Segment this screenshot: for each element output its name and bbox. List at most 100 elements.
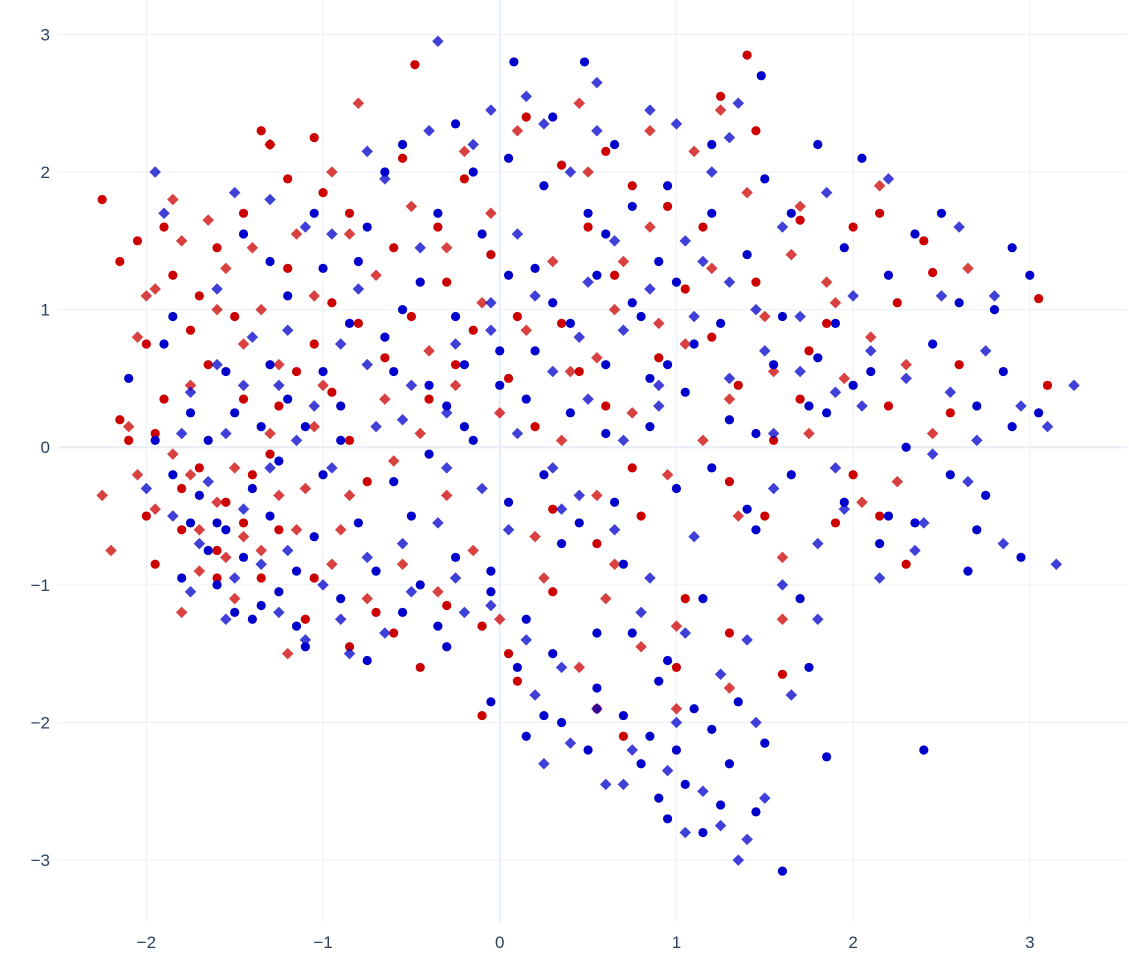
data-point-diamond [387, 455, 400, 467]
data-point-circle [680, 779, 690, 789]
data-point-diamond [423, 345, 435, 357]
data-point-circle [344, 642, 355, 652]
data-point-diamond [396, 413, 409, 426]
data-point-circle [724, 628, 735, 638]
data-point-circle [344, 318, 355, 328]
data-point-circle [760, 738, 770, 748]
data-point-circle [406, 311, 416, 322]
data-point-diamond [105, 544, 117, 557]
data-point-circle [689, 704, 699, 714]
data-point-diamond [361, 358, 373, 371]
data-point-circle [380, 167, 390, 177]
data-point-circle [177, 483, 187, 494]
data-point-circle [1025, 270, 1035, 280]
data-point-diamond [723, 682, 736, 694]
data-point-diamond [803, 427, 815, 440]
data-point-circle [177, 525, 187, 535]
data-point-diamond [617, 778, 630, 791]
data-point-circle [777, 669, 788, 679]
data-point-circle [283, 263, 293, 273]
data-point-circle [185, 408, 196, 418]
data-point-circle [574, 366, 584, 377]
data-point-circle [1034, 408, 1044, 418]
data-point-diamond [608, 235, 621, 247]
data-point-diamond [449, 379, 462, 392]
data-point-diamond [432, 517, 444, 529]
data-point-diamond [299, 482, 312, 495]
series-red-diamond [96, 97, 974, 715]
data-point-diamond [635, 641, 647, 653]
data-point-circle [159, 222, 169, 232]
data-point-circle [256, 573, 266, 583]
data-point-diamond [122, 420, 135, 433]
data-point-circle [336, 435, 346, 445]
data-point-circle [212, 518, 222, 528]
data-point-diamond [759, 310, 771, 323]
y-tick-label: 0 [41, 438, 50, 457]
data-point-diamond [653, 400, 665, 412]
data-point-circle [601, 428, 611, 439]
data-point-diamond [670, 620, 683, 632]
data-point-circle [1007, 243, 1017, 253]
data-point-circle [601, 229, 611, 239]
data-point-diamond [290, 524, 303, 536]
data-point-circle [141, 511, 151, 521]
data-point-diamond [785, 689, 798, 701]
data-point-circle [274, 456, 284, 466]
data-point-diamond [714, 668, 727, 681]
y-tick-label: 1 [41, 301, 50, 320]
data-point-diamond [140, 482, 153, 495]
data-point-circle [265, 449, 275, 459]
data-point-diamond [440, 462, 453, 474]
data-point-diamond [776, 579, 789, 591]
data-point-circle [583, 208, 593, 218]
data-point-circle [380, 353, 390, 363]
data-point-circle [486, 566, 496, 576]
data-point-diamond [909, 544, 921, 557]
data-point-diamond [644, 283, 656, 295]
data-point-diamond [688, 145, 700, 158]
data-point-diamond [467, 138, 479, 151]
data-point-circle [380, 332, 390, 342]
data-point-diamond [546, 255, 559, 268]
data-point-diamond [688, 530, 700, 543]
data-point-circle [707, 208, 717, 218]
data-point-circle [654, 676, 664, 686]
data-point-circle [627, 628, 637, 638]
data-point-diamond [582, 393, 594, 405]
data-point-diamond [591, 76, 603, 89]
data-point-circle [645, 731, 655, 741]
data-point-circle [265, 360, 275, 370]
data-point-circle [919, 745, 929, 755]
data-point-diamond [794, 310, 806, 323]
data-point-circle [168, 470, 178, 480]
data-point-diamond [1068, 379, 1080, 392]
data-point-diamond [449, 338, 462, 350]
data-point-diamond [228, 592, 241, 605]
data-point-diamond [440, 489, 453, 502]
data-point-circle [486, 697, 496, 707]
data-point-diamond [591, 352, 603, 364]
data-point-diamond [184, 386, 197, 398]
data-point-circle [410, 60, 420, 70]
data-point-diamond [334, 524, 347, 536]
data-point-circle [707, 724, 717, 734]
data-point-diamond [1050, 558, 1063, 570]
data-point-circle [509, 57, 519, 67]
data-point-circle [539, 181, 549, 191]
data-point-diamond [723, 131, 736, 144]
data-points [96, 35, 1080, 876]
data-point-diamond [670, 702, 683, 715]
data-point-circle [477, 621, 487, 631]
data-point-diamond [538, 572, 550, 584]
data-point-circle [539, 710, 549, 721]
data-point-diamond [679, 235, 692, 247]
data-point-circle [115, 415, 125, 425]
data-point-circle [901, 559, 911, 569]
data-point-circle [194, 463, 204, 473]
data-point-circle [503, 270, 514, 280]
data-point-circle [336, 594, 346, 604]
data-point-diamond [812, 613, 824, 626]
series-blue-circle [124, 57, 1044, 876]
